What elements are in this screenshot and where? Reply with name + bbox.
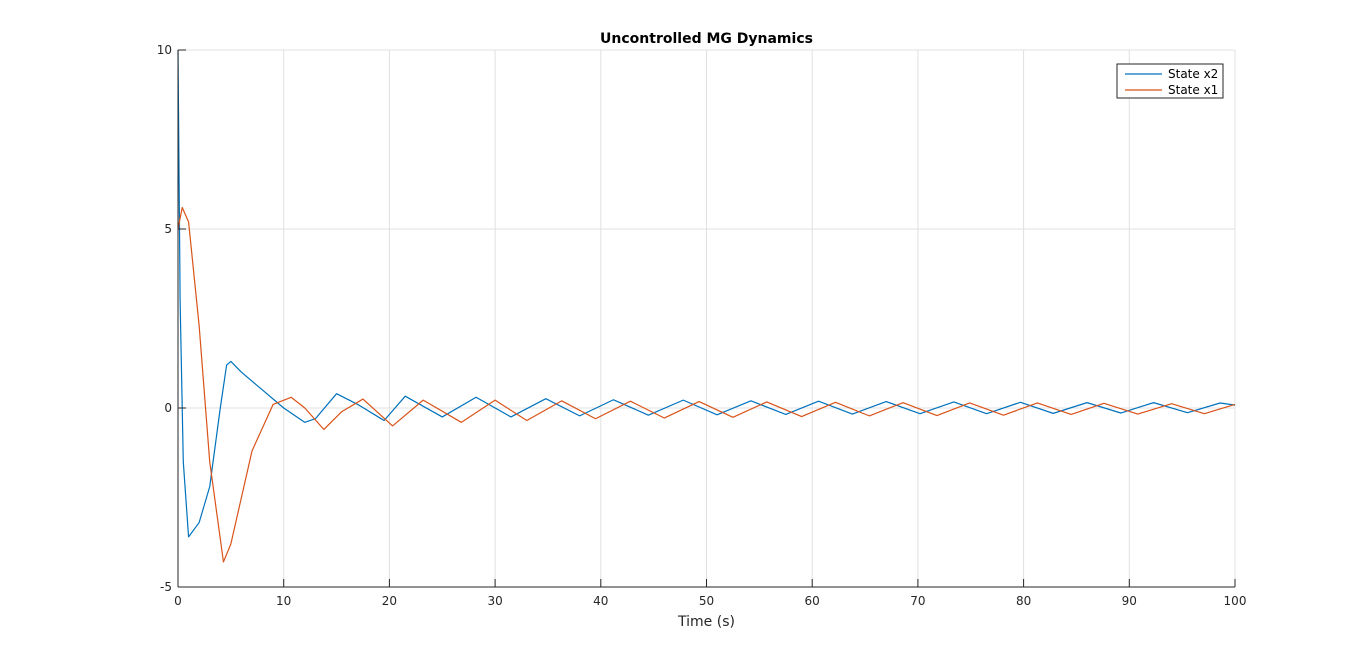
y-tick-label: -5 xyxy=(160,580,172,594)
x-tick-label: 30 xyxy=(487,594,502,608)
x-tick-label: 60 xyxy=(805,594,820,608)
x-tick-label: 0 xyxy=(174,594,182,608)
x-tick-label: 70 xyxy=(910,594,925,608)
x-tick-label: 90 xyxy=(1122,594,1137,608)
series-line-state-x1 xyxy=(177,206,1236,563)
series-layer xyxy=(177,49,1236,563)
series-line-state-x2 xyxy=(177,49,1236,538)
legend-box xyxy=(1116,63,1224,99)
y-tick-label: 10 xyxy=(157,43,172,57)
x-tick-label: 50 xyxy=(699,594,714,608)
x-axis-label: Time (s) xyxy=(677,614,735,630)
y-tick-label: 5 xyxy=(164,222,172,236)
x-tick-label: 20 xyxy=(382,594,397,608)
legend-label-x2: State x2 xyxy=(1168,67,1218,81)
y-tick-label: 0 xyxy=(164,401,172,415)
grid-layer xyxy=(178,49,1236,587)
x-tick-label: 40 xyxy=(593,594,608,608)
x-tick-label: 100 xyxy=(1224,594,1247,608)
x-tick-label: 10 xyxy=(276,594,291,608)
chart-title: Uncontrolled MG Dynamics xyxy=(600,31,813,47)
legend: State x2 State x1 xyxy=(1116,63,1224,99)
legend-label-x1: State x1 xyxy=(1168,83,1218,97)
x-tick-label: 80 xyxy=(1016,594,1031,608)
